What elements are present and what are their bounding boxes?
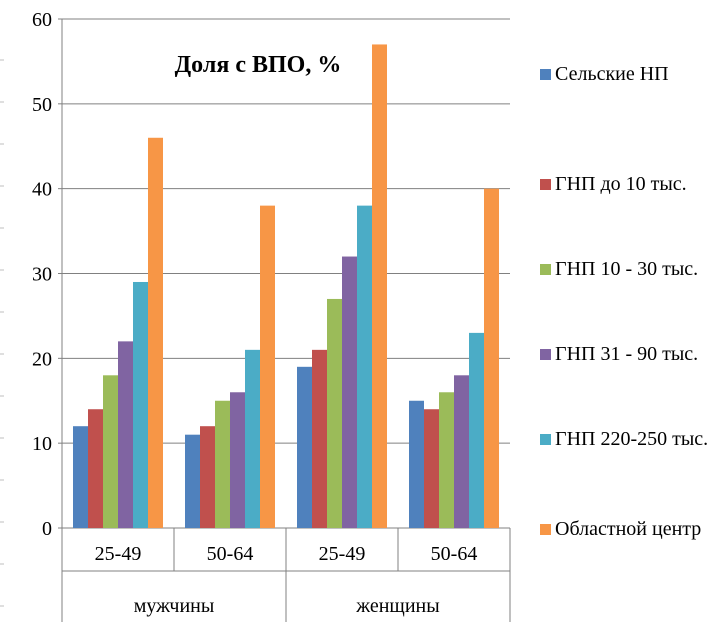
bar xyxy=(372,44,387,528)
y-tick-label: 50 xyxy=(32,94,52,116)
bar xyxy=(342,256,357,528)
bar xyxy=(439,392,454,528)
bar xyxy=(118,341,133,528)
x-tick-label: 50-64 xyxy=(207,543,254,565)
legend-swatch xyxy=(540,524,551,535)
bar xyxy=(469,332,484,528)
legend-label: ГНП 220-250 тыс. xyxy=(555,428,709,450)
bar xyxy=(260,205,275,528)
legend-swatch xyxy=(540,179,551,190)
bar xyxy=(454,375,469,528)
bar xyxy=(88,409,103,528)
legend-item: Сельские НП xyxy=(538,60,713,88)
legend-label: Областной центр xyxy=(555,518,702,540)
bar xyxy=(103,375,118,528)
y-tick-label: 10 xyxy=(32,433,52,455)
y-tick-label: 40 xyxy=(32,179,52,201)
x-tick-label: 25-49 xyxy=(95,543,142,565)
legend-item: ГНП 31 - 90 тыс. xyxy=(538,340,713,368)
legend-item: ГНП 220-250 тыс. xyxy=(538,425,713,453)
bar xyxy=(73,426,88,528)
bar xyxy=(133,281,148,528)
bar xyxy=(409,400,424,528)
chart-title: Доля с ВПО, % xyxy=(175,52,342,78)
y-tick-label: 20 xyxy=(32,348,52,370)
y-tick-label: 60 xyxy=(32,9,52,31)
legend-item: ГНП 10 - 30 тыс. xyxy=(538,255,713,283)
x-tick-label: 50-64 xyxy=(431,543,478,565)
legend-label: ГНП до 10 тыс. xyxy=(555,173,687,195)
bar xyxy=(215,400,230,528)
bar xyxy=(424,409,439,528)
bar xyxy=(185,434,200,528)
bar xyxy=(312,349,327,528)
legend-label: ГНП 10 - 30 тыс. xyxy=(555,258,699,280)
bar xyxy=(297,366,312,528)
bar xyxy=(357,205,372,528)
group-label: женщины xyxy=(355,595,439,617)
legend-swatch xyxy=(540,264,551,275)
y-tick-label: 0 xyxy=(42,518,52,540)
bar xyxy=(200,426,215,528)
legend-item: Областной центр xyxy=(538,515,713,543)
legend-swatch xyxy=(540,349,551,360)
bar xyxy=(230,392,245,528)
x-tick-label: 25-49 xyxy=(319,543,366,565)
legend-swatch xyxy=(540,434,551,445)
legend-swatch xyxy=(540,69,551,80)
y-tick-label: 30 xyxy=(32,264,52,286)
bar xyxy=(148,137,163,528)
legend-label: Сельские НП xyxy=(555,63,669,85)
legend-label: ГНП 31 - 90 тыс. xyxy=(555,343,699,365)
group-label: мужчины xyxy=(134,595,215,617)
bar xyxy=(245,349,260,528)
bar xyxy=(484,188,499,528)
bar xyxy=(327,298,342,528)
legend-item: ГНП до 10 тыс. xyxy=(538,170,713,198)
